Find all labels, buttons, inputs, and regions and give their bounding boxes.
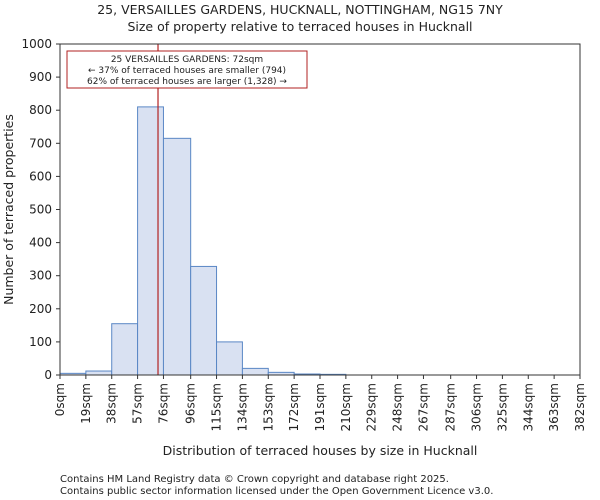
x-tick-label: 306sqm xyxy=(470,383,484,431)
y-tick-label: 200 xyxy=(29,302,52,316)
x-tick-label: 19sqm xyxy=(79,383,93,424)
annotation-box: 25 VERSAILLES GARDENS: 72sqm← 37% of ter… xyxy=(66,50,308,89)
footer-line-1: Contains HM Land Registry data © Crown c… xyxy=(60,474,449,485)
x-tick-label: 325sqm xyxy=(495,383,509,431)
x-tick-label: 248sqm xyxy=(391,383,405,431)
bar-76sqm xyxy=(162,137,192,376)
y-tick-label: 0 xyxy=(44,368,52,382)
x-tick-label: 267sqm xyxy=(416,383,430,431)
bar-115sqm xyxy=(216,341,243,376)
x-axis-label: Distribution of terraced houses by size … xyxy=(163,443,478,458)
x-tick-label: 382sqm xyxy=(573,383,587,431)
bar-96sqm xyxy=(190,265,218,376)
annotation-border xyxy=(66,50,308,89)
x-tick-label: 172sqm xyxy=(287,383,301,431)
y-tick-label: 100 xyxy=(29,335,52,349)
x-tick-label: 210sqm xyxy=(339,383,353,431)
x-tick-label: 134sqm xyxy=(235,383,249,431)
y-tick-label: 800 xyxy=(29,103,52,117)
x-tick-label: 115sqm xyxy=(210,383,224,431)
x-tick-label: 57sqm xyxy=(131,383,145,424)
bars-group xyxy=(59,106,347,376)
chart-subtitle: Size of property relative to terraced ho… xyxy=(127,19,472,34)
x-tick-label: 363sqm xyxy=(547,383,561,431)
x-tick-label: 0sqm xyxy=(53,383,67,416)
y-tick-label: 900 xyxy=(29,70,52,84)
x-axis: 0sqm 19sqm 38sqm 57sqm 76sqm 96sqm 115sqm 134sq… xyxy=(53,375,587,431)
y-tick-label: 500 xyxy=(29,203,52,217)
x-tick-label: 96sqm xyxy=(184,383,198,424)
bar-57sqm xyxy=(137,106,164,376)
x-tick-label: 344sqm xyxy=(521,383,535,431)
bar-38sqm xyxy=(111,323,139,376)
y-axis: 0 100 200 300 400 500 600 700 800 900 1000 xyxy=(21,37,60,382)
y-tick-label: 1000 xyxy=(21,37,52,51)
annotation-line-3: 62% of terraced houses are larger (1,328… xyxy=(87,77,287,87)
x-tick-label: 38sqm xyxy=(105,383,119,424)
annotation-line-1: 25 VERSAILLES GARDENS: 72sqm xyxy=(111,55,263,65)
plot-frame xyxy=(59,43,581,376)
y-tick-label: 400 xyxy=(29,236,52,250)
footer-line-2: Contains public sector information licen… xyxy=(60,486,493,497)
chart-title: 25, VERSAILLES GARDENS, HUCKNALL, NOTTIN… xyxy=(97,2,503,17)
y-axis-label: Number of terraced properties xyxy=(1,114,16,305)
y-tick-label: 600 xyxy=(29,169,52,183)
bar-19sqm xyxy=(85,370,113,376)
x-tick-label: 229sqm xyxy=(365,383,379,431)
y-tick-label: 700 xyxy=(29,136,52,150)
bar-134sqm xyxy=(241,367,269,376)
y-tick-label: 300 xyxy=(29,269,52,283)
annotation-line-2: ← 37% of terraced houses are smaller (79… xyxy=(88,66,286,76)
x-tick-label: 76sqm xyxy=(156,383,170,424)
x-tick-label: 287sqm xyxy=(444,383,458,431)
x-tick-label: 153sqm xyxy=(261,383,275,431)
x-tick-label: 191sqm xyxy=(313,383,327,431)
